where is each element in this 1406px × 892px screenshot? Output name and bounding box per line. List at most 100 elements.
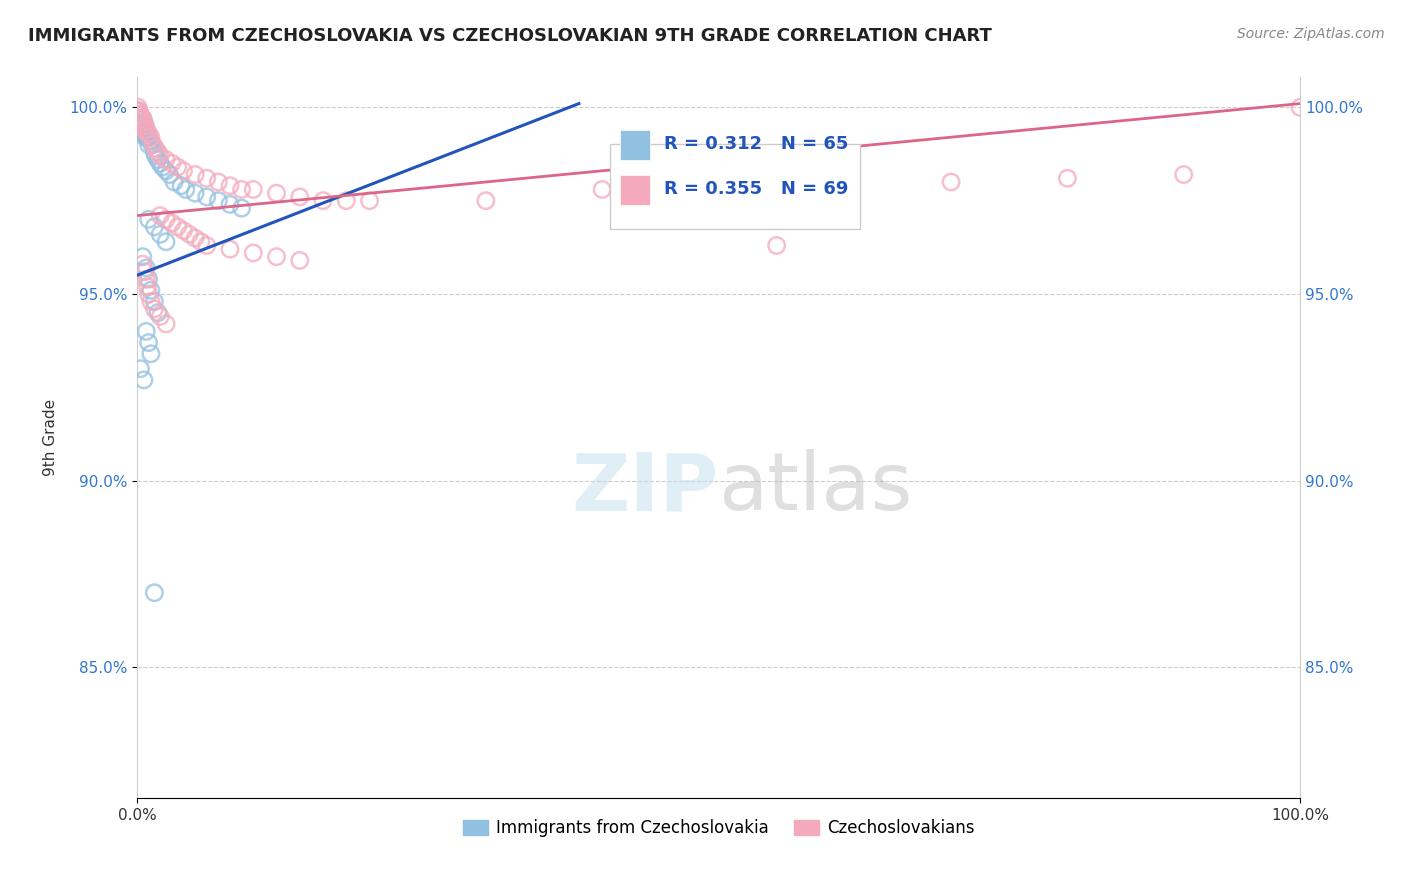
Point (131, 115, 153, 129)
Point (127, 108, 149, 122)
Point (207, 175, 229, 189)
Point (155, 212, 177, 227)
Point (135, 260, 157, 275)
Bar (620, 130, 650, 161)
Point (172, 223, 194, 237)
Point (139, 130, 162, 145)
Point (207, 194, 229, 208)
Point (129, 361, 152, 376)
Point (231, 201, 253, 215)
Point (591, 182, 613, 196)
Point (131, 115, 153, 129)
Point (242, 182, 264, 196)
Point (129, 119, 152, 133)
Point (1173, 168, 1195, 182)
Point (146, 153, 169, 167)
Point (129, 108, 152, 122)
Point (132, 373, 155, 387)
Point (135, 127, 157, 141)
Point (359, 194, 381, 208)
Point (136, 127, 159, 141)
Point (266, 250, 288, 264)
Point (138, 212, 160, 227)
Point (128, 108, 150, 122)
Point (288, 190, 311, 204)
Point (195, 238, 218, 252)
Point (143, 301, 166, 316)
Text: R = 0.312   N = 65: R = 0.312 N = 65 (664, 136, 848, 153)
Point (141, 137, 163, 152)
Point (128, 119, 150, 133)
Point (166, 219, 188, 234)
Point (132, 127, 155, 141)
Point (128, 103, 150, 118)
Point (1056, 171, 1078, 186)
Point (139, 283, 162, 297)
Point (190, 235, 212, 249)
Point (127, 103, 149, 118)
Point (146, 306, 169, 320)
Point (129, 112, 152, 126)
Point (149, 156, 172, 170)
Point (134, 127, 156, 141)
Point (166, 160, 188, 174)
Point (132, 122, 155, 136)
Point (1289, 100, 1312, 114)
Point (160, 216, 183, 230)
Point (129, 112, 152, 126)
Point (138, 130, 160, 145)
Point (131, 119, 153, 133)
Point (149, 209, 172, 223)
Point (135, 324, 157, 338)
Point (149, 227, 172, 242)
Point (149, 310, 172, 324)
Point (335, 194, 357, 208)
Text: IMMIGRANTS FROM CZECHOSLOVAKIA VS CZECHOSLOVAKIAN 9TH GRADE CORRELATION CHART: IMMIGRANTS FROM CZECHOSLOVAKIA VS CZECHO… (28, 27, 993, 45)
Point (139, 347, 162, 361)
Point (128, 112, 150, 126)
Legend: Immigrants from Czechoslovakia, Czechoslovakians: Immigrants from Czechoslovakia, Czechosl… (456, 813, 981, 844)
Point (132, 112, 155, 126)
Point (266, 186, 288, 201)
Point (128, 115, 150, 129)
Point (132, 122, 155, 136)
Point (155, 235, 177, 249)
Point (136, 130, 159, 145)
Point (159, 168, 181, 182)
Point (143, 219, 166, 234)
Point (172, 163, 194, 178)
Text: R = 0.355   N = 69: R = 0.355 N = 69 (664, 180, 848, 198)
Point (132, 127, 155, 141)
Point (132, 250, 155, 264)
Text: ZIP: ZIP (571, 450, 718, 527)
Point (138, 335, 160, 350)
Point (134, 130, 156, 145)
FancyBboxPatch shape (610, 144, 860, 228)
Text: Source: ZipAtlas.com: Source: ZipAtlas.com (1237, 27, 1385, 41)
Point (134, 119, 156, 133)
Point (131, 112, 153, 126)
Point (132, 112, 155, 126)
Point (145, 141, 167, 155)
Point (127, 100, 149, 114)
Point (149, 149, 172, 163)
Point (155, 317, 177, 331)
Point (132, 257, 155, 271)
Text: atlas: atlas (718, 450, 912, 527)
Point (142, 137, 165, 152)
Point (231, 182, 253, 196)
Point (132, 115, 155, 129)
Point (138, 137, 160, 152)
Point (765, 238, 787, 252)
Point (136, 279, 159, 293)
Point (163, 175, 186, 189)
Point (132, 119, 155, 133)
Point (219, 242, 242, 256)
Point (136, 127, 159, 141)
Point (146, 145, 169, 160)
Point (139, 294, 162, 309)
Point (135, 272, 157, 286)
Y-axis label: 9th Grade: 9th Grade (44, 400, 58, 476)
Point (219, 197, 242, 211)
Point (127, 103, 149, 118)
